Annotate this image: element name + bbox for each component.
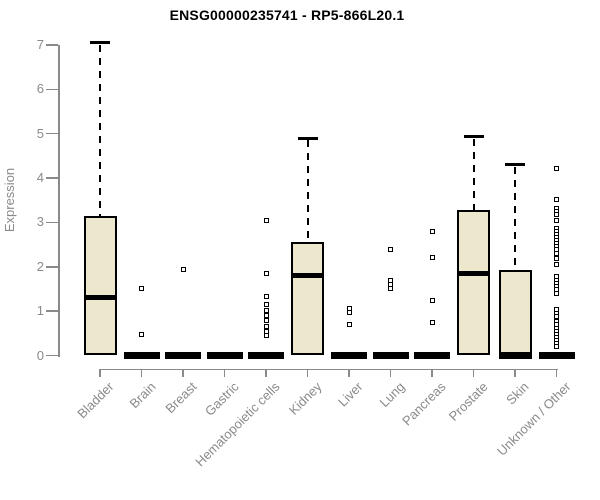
whisker-cap-bladder <box>90 41 110 45</box>
outlier-point-hematopoietic-cells <box>263 328 269 334</box>
x-axis-tick <box>140 368 143 377</box>
outlier-point-unknown-other <box>554 250 559 256</box>
outlier-point-unknown-other <box>554 255 559 261</box>
y-axis-tick <box>46 354 58 357</box>
median-line-kidney <box>291 273 324 279</box>
outlier-point-hematopoietic-cells <box>263 313 269 319</box>
outlier-point-pancreas <box>429 298 435 304</box>
x-category-label-pancreas: Pancreas <box>399 379 449 429</box>
x-axis-tick <box>514 368 516 377</box>
outlier-point-unknown-other <box>554 196 559 202</box>
x-category-label-skin: Skin <box>503 379 532 408</box>
y-tick-label: 2 <box>36 258 44 274</box>
outlier-point-hematopoietic-cells <box>263 307 269 313</box>
outlier-point-lung <box>388 285 393 291</box>
outlier-point-unknown-other <box>554 212 559 218</box>
outlier-point-pancreas <box>429 255 435 261</box>
outlier-point-unknown-other <box>554 290 559 296</box>
box-skin <box>498 269 532 356</box>
y-tick-label: 4 <box>36 170 44 186</box>
x-axis-tick <box>431 368 433 377</box>
whisker-cap-prostate <box>463 135 484 139</box>
chart-title: ENSG00000235741 - RP5-866L20.1 <box>169 7 405 23</box>
collapsed-box-unknown-other <box>538 352 575 359</box>
x-category-label-brain: Brain <box>126 379 159 412</box>
y-tick-label: 1 <box>36 303 44 319</box>
collapsed-box-brain <box>123 352 160 359</box>
upper-whisker-skin <box>514 166 516 270</box>
collapsed-box-breast <box>165 352 201 359</box>
outlier-point-hematopoietic-cells <box>263 217 269 223</box>
x-category-label-breast: Breast <box>162 379 200 417</box>
x-axis-tick <box>182 368 184 377</box>
outlier-point-liver <box>346 309 352 315</box>
y-tick-label: 3 <box>36 214 44 230</box>
outlier-point-pancreas <box>429 320 435 326</box>
x-category-label-prostate: Prostate <box>445 379 491 424</box>
x-axis-tick <box>472 368 475 377</box>
x-category-label-lung: Lung <box>376 379 408 411</box>
median-line-bladder <box>83 295 117 301</box>
x-axis-tick <box>348 368 350 377</box>
y-axis-label: Expression <box>2 167 17 233</box>
outlier-point-hematopoietic-cells <box>263 333 269 339</box>
y-axis-tick <box>46 221 58 224</box>
x-axis-tick <box>306 368 309 377</box>
outlier-point-brain <box>139 286 144 292</box>
outlier-point-liver <box>346 321 352 327</box>
outlier-point-unknown-other <box>554 344 559 350</box>
y-axis-line <box>58 45 60 357</box>
collapsed-box-gastric <box>206 352 243 359</box>
median-line-skin <box>498 352 532 359</box>
outlier-point-hematopoietic-cells <box>263 293 269 299</box>
x-axis-tick <box>555 368 558 377</box>
outlier-point-hematopoietic-cells <box>263 270 269 276</box>
x-axis-tick <box>99 368 101 377</box>
median-line-prostate <box>457 270 490 276</box>
upper-whisker-prostate <box>472 138 475 210</box>
outlier-point-hematopoietic-cells <box>263 318 269 324</box>
outlier-point-breast <box>180 266 186 272</box>
y-axis-tick <box>46 310 58 312</box>
y-axis-tick <box>46 44 58 46</box>
outlier-point-unknown-other <box>554 165 559 171</box>
outlier-point-unknown-other <box>554 262 559 268</box>
y-tick-label: 0 <box>36 347 44 363</box>
collapsed-box-lung <box>372 352 409 359</box>
outlier-point-brain <box>139 331 144 337</box>
outlier-point-pancreas <box>429 228 435 234</box>
collapsed-box-hematopoietic-cells <box>248 352 284 359</box>
x-category-label-kidney: Kidney <box>285 379 325 418</box>
y-tick-label: 6 <box>36 81 44 97</box>
x-axis-line <box>100 368 558 370</box>
whisker-cap-skin <box>505 163 525 167</box>
upper-whisker-kidney <box>306 140 309 242</box>
box-prostate <box>457 210 490 356</box>
x-axis-tick <box>389 368 392 377</box>
x-category-label-bladder: Bladder <box>74 379 117 422</box>
collapsed-box-pancreas <box>414 352 450 359</box>
y-tick-label: 7 <box>36 37 44 52</box>
outlier-point-hematopoietic-cells <box>263 323 269 329</box>
outlier-point-hematopoietic-cells <box>263 301 269 307</box>
x-axis-tick <box>223 368 226 377</box>
collapsed-box-liver <box>331 352 367 359</box>
y-axis-tick <box>46 88 58 91</box>
y-axis-tick <box>46 132 58 135</box>
y-axis-tick <box>46 266 58 268</box>
box-bladder <box>83 215 117 356</box>
x-category-label-gastric: Gastric <box>201 379 242 419</box>
whisker-cap-kidney <box>297 136 318 140</box>
y-axis-tick <box>46 177 58 179</box>
outlier-point-unknown-other <box>554 313 559 319</box>
x-category-label-unknown-other: Unknown / Other <box>493 379 574 459</box>
outlier-point-lung <box>388 246 393 252</box>
box-kidney <box>291 241 324 356</box>
upper-whisker-bladder <box>99 44 101 216</box>
x-axis-tick <box>265 368 267 377</box>
y-tick-label: 5 <box>36 125 44 141</box>
x-category-label-liver: Liver <box>335 379 366 410</box>
outlier-point-unknown-other <box>554 217 559 223</box>
